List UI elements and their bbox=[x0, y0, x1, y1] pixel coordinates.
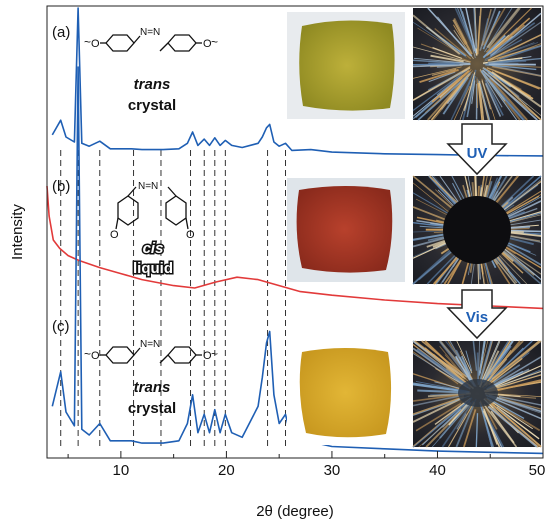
micrograph-cis-b bbox=[412, 175, 542, 285]
photo-film-cis-b bbox=[287, 178, 405, 282]
svg-text:UV: UV bbox=[467, 145, 488, 162]
uv-arrow: UV bbox=[446, 123, 508, 176]
photo-film-trans-c bbox=[287, 341, 405, 445]
x-tick-label-30: 30 bbox=[324, 462, 341, 479]
x-tick-label-50: 50 bbox=[529, 462, 546, 479]
state-label-b: liquid bbox=[133, 260, 173, 277]
form-label-b: cis bbox=[143, 240, 164, 257]
svg-text:O: O bbox=[203, 350, 212, 362]
vis-arrow: Vis bbox=[446, 289, 508, 340]
x-tick-label-20: 20 bbox=[218, 462, 235, 479]
svg-text:N=N: N=N bbox=[140, 339, 160, 350]
svg-text:O: O bbox=[186, 229, 195, 241]
y-axis-label: Intensity bbox=[9, 204, 26, 260]
svg-text:O: O bbox=[110, 229, 119, 241]
cis-azobenzene-structure: N=N O O bbox=[110, 181, 195, 241]
panel-label-c: (c) bbox=[52, 318, 70, 335]
svg-text:Vis: Vis bbox=[466, 309, 488, 326]
svg-text:N=N: N=N bbox=[138, 181, 158, 192]
x-axis-ticks: 10 20 30 40 50 bbox=[67, 451, 546, 479]
x-axis-label: 2θ (degree) bbox=[256, 503, 334, 520]
svg-text:~: ~ bbox=[84, 35, 91, 49]
trans-azobenzene-structure-c: ~ O N=N O ~ bbox=[84, 339, 218, 364]
svg-text:~: ~ bbox=[211, 347, 218, 361]
svg-text:N=N: N=N bbox=[140, 27, 160, 38]
x-tick-label-40: 40 bbox=[429, 462, 446, 479]
panel-label-b: (b) bbox=[52, 178, 70, 195]
trans-azobenzene-structure-a: ~ O N=N O ~ bbox=[84, 27, 218, 52]
photo-film-trans-a bbox=[287, 12, 405, 119]
panel-label-a: (a) bbox=[52, 24, 70, 41]
plot-frame bbox=[46, 5, 544, 459]
svg-text:~: ~ bbox=[84, 347, 91, 361]
micrograph-trans-c bbox=[412, 340, 542, 448]
svg-text:O: O bbox=[203, 38, 212, 50]
series-line-1 bbox=[51, 7, 544, 157]
form-label-c: trans bbox=[134, 379, 171, 396]
svg-text:O: O bbox=[91, 38, 100, 50]
svg-text:~: ~ bbox=[211, 35, 218, 49]
form-label-a: trans bbox=[134, 76, 171, 93]
micrograph-trans-a bbox=[412, 7, 542, 121]
state-label-c: crystal bbox=[128, 400, 176, 417]
svg-text:O: O bbox=[91, 350, 100, 362]
series-line-2 bbox=[46, 185, 544, 310]
x-tick-label-10: 10 bbox=[113, 462, 130, 479]
state-label-a: crystal bbox=[128, 97, 176, 114]
